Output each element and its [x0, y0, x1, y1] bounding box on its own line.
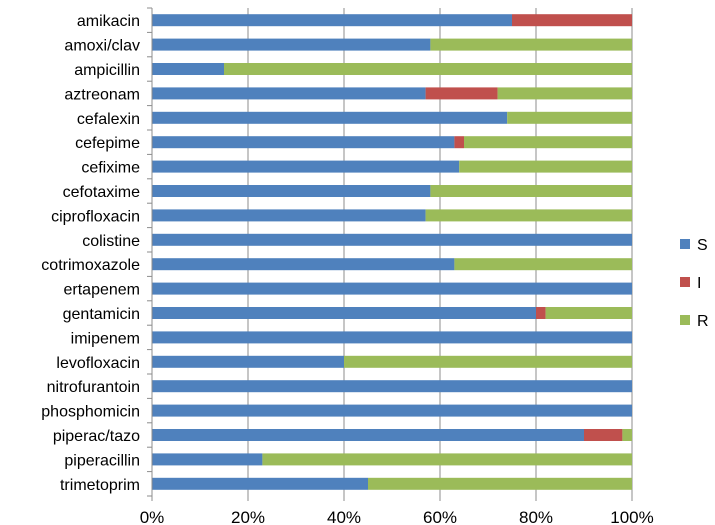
- bar-segment-S: [152, 477, 368, 490]
- bar-segment-R: [344, 355, 632, 368]
- category-label: gentamicin: [63, 306, 140, 323]
- grid-lines: [151, 8, 633, 501]
- category-label: cefepime: [75, 135, 140, 152]
- bar-segment-S: [152, 429, 584, 441]
- x-tick-label: 100%: [610, 508, 653, 525]
- bar-segment-R: [368, 477, 632, 490]
- x-tick-label: 80%: [519, 508, 553, 525]
- bar-segment-R: [454, 258, 632, 271]
- bar-segment-R: [459, 160, 632, 173]
- category-label: cefixime: [81, 160, 140, 177]
- bar-segment-I: [425, 87, 498, 100]
- bar-segment-I: [512, 14, 632, 27]
- category-label: cefalexin: [77, 111, 140, 128]
- legend-label: R: [697, 313, 709, 330]
- legend-label: S: [697, 237, 708, 254]
- category-label: cotrimoxazole: [41, 257, 140, 274]
- category-label: aztreonam: [64, 86, 140, 103]
- bar-segment-R: [430, 38, 632, 51]
- bar-segment-R: [430, 185, 632, 197]
- bar-segment-S: [152, 453, 263, 466]
- category-label: amikacin: [77, 13, 140, 30]
- bar-segment-S: [152, 404, 632, 417]
- bar-segment-S: [152, 331, 632, 344]
- category-label: imipenem: [71, 330, 140, 347]
- category-label: amoxi/clav: [64, 38, 140, 55]
- legend-label: I: [697, 275, 701, 292]
- category-label: ampicillin: [74, 62, 140, 79]
- bar-segment-S: [152, 111, 508, 124]
- bar-segment-R: [262, 453, 632, 466]
- legend-swatch-I: [680, 277, 690, 287]
- bar-segment-R: [545, 307, 632, 319]
- bar-segment-S: [152, 233, 632, 246]
- bar-segment-R: [224, 63, 632, 75]
- category-label: piperac/tazo: [53, 428, 140, 445]
- x-tick-labels: 0% 20% 40% 60% 80% 100%: [140, 508, 654, 525]
- bar-segment-S: [152, 380, 632, 393]
- legend-swatch-S: [680, 239, 690, 249]
- bar-segment-R: [464, 136, 632, 149]
- bar-segment-S: [152, 160, 460, 173]
- category-label: colistine: [82, 233, 140, 250]
- category-label: nitrofurantoin: [47, 379, 140, 396]
- bar-segment-S: [152, 14, 512, 27]
- category-label: cefotaxime: [63, 184, 140, 201]
- category-label: trimetoprim: [60, 477, 140, 494]
- bar-segment-I: [536, 307, 546, 319]
- x-tick-label: 0%: [140, 508, 165, 525]
- category-label: piperacillin: [64, 452, 140, 469]
- axes: [147, 7, 153, 497]
- bar-segment-R: [507, 111, 632, 124]
- bar-segment-S: [152, 282, 632, 295]
- bar-segment-S: [152, 258, 455, 271]
- bar-segment-S: [152, 307, 536, 319]
- bar-segment-S: [152, 136, 455, 149]
- category-label: phosphomicin: [41, 404, 140, 421]
- bar-segment-S: [152, 63, 224, 75]
- x-tick-label: 40%: [327, 508, 361, 525]
- category-labels: amikacin amoxi/clav ampicillin aztreonam cef…: [41, 13, 140, 494]
- category-label: ertapenem: [64, 282, 141, 299]
- bar-segment-R: [622, 429, 632, 441]
- bars-layer: [152, 14, 632, 490]
- legend-swatch-R: [680, 315, 690, 325]
- legend: S I R: [680, 237, 709, 330]
- x-tick-label: 20%: [231, 508, 265, 525]
- bar-segment-S: [152, 87, 426, 100]
- bar-segment-I: [584, 429, 623, 441]
- bar-segment-S: [152, 185, 431, 197]
- category-label: ciprofloxacin: [51, 208, 140, 225]
- bar-segment-R: [497, 87, 632, 100]
- bar-segment-R: [425, 209, 632, 222]
- bar-segment-S: [152, 209, 426, 222]
- x-tick-label: 60%: [423, 508, 457, 525]
- bar-segment-S: [152, 38, 431, 51]
- category-label: levofloxacin: [56, 355, 140, 372]
- bar-segment-I: [454, 136, 464, 149]
- bar-segment-S: [152, 355, 344, 368]
